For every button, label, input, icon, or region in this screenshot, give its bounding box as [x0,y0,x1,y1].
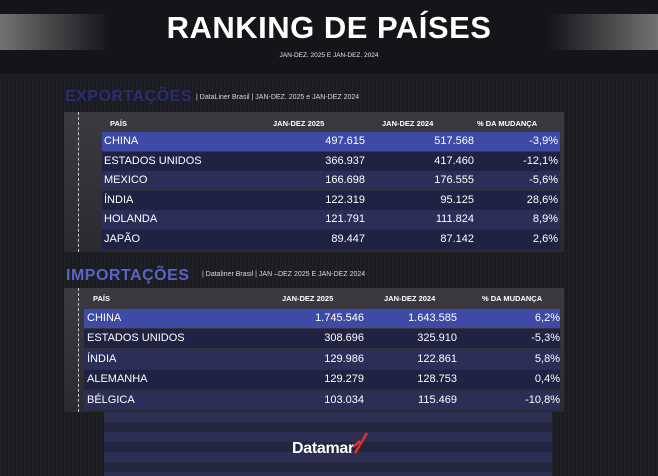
imports-header-2: JAN-DEZ 2024 [384,294,436,303]
header: RANKING DE PAÍSES JAN-DEZ. 2025 E JAN-DE… [0,0,658,74]
exports-cell-change: -3,9% [529,135,558,147]
exports-cell-value-2024: 517.568 [434,135,474,147]
exports-cell-change: -12,1% [523,154,558,167]
exports-header-1: JAN-DEZ 2025 [273,119,325,128]
exports-cell-value-2025: 122.319 [325,193,365,206]
exports-cell-value-2024: 95.125 [440,193,474,206]
imports-title: IMPORTAÇÕES [66,267,190,284]
exports-cell-country: ÍNDIA [104,193,134,206]
imports-cell-value-2025: 129.986 [324,352,364,365]
exports-cell-value-2024: 87.142 [440,232,474,245]
exports-cell-value-2025: 366.937 [325,154,365,167]
exports-meta: | DataLiner Brasil | JAN-DEZ. 2025 e JAN… [196,94,360,101]
exports-row: CHINA 497.615 517.568 -3,9% [102,132,560,151]
exports-header-0: PAÍS [110,119,127,128]
exports-cell-country: JAPÃO [104,232,141,245]
imports-cell-country: ÍNDIA [87,352,117,365]
imports-row: ESTADOS UNIDOS 308.696 325.910 -5,3% [84,329,560,349]
imports-cell-value-2024: 1.643.585 [408,312,457,324]
imports-cell-change: -5,3% [531,332,560,345]
imports-table: PAÍS JAN-DEZ 2025 JAN-DEZ 2024 % DA MUDANÇA… [64,288,564,412]
imports-cell-value-2024: 128.753 [417,373,457,386]
exports-cell-country: CHINA [104,135,139,147]
exports-cell-change: 8,9% [532,213,558,225]
exports-divider [78,112,79,252]
imports-row: BÉLGICA 103.034 115.469 -10,8% [84,390,560,410]
header-fade-left [0,14,110,50]
exports-header-3: % DA MUDANÇA [477,119,538,128]
imports-cell-change: 6,2% [534,312,560,324]
imports-header-1: JAN-DEZ 2025 [282,294,334,303]
imports-row: CHINA 1.745.546 1.643.585 6,2% [84,309,560,328]
exports-cell-value-2025: 121.791 [325,213,365,225]
exports-title: EXPORTAÇÕES [65,88,192,105]
imports-cell-value-2024: 115.469 [418,393,457,406]
imports-cell-country: ALEMANHA [87,373,148,386]
imports-cell-change: -10,8% [525,393,560,406]
exports-header-2: JAN-DEZ 2024 [382,119,434,128]
exports-cell-value-2024: 176.555 [434,174,474,186]
imports-cell-value-2025: 129.279 [324,373,364,386]
exports-row: JAPÃO 89.447 87.142 2,6% [102,229,560,249]
imports-row: ALEMANHA 129.279 128.753 0,4% [84,370,560,390]
imports-divider [78,288,79,412]
imports-meta: | Dataliner Brasil | JAN –DEZ 2025 E JAN… [202,271,366,278]
imports-row: ÍNDIA 129.986 122.861 5,8% [84,349,560,369]
exports-cell-value-2024: 111.824 [435,213,474,225]
imports-header-0: PAÍS [93,294,110,303]
exports-cell-country: HOLANDA [104,213,158,225]
imports-cell-country: ESTADOS UNIDOS [87,332,185,345]
imports-cell-country: CHINA [87,312,122,324]
imports-cell-value-2025: 308.696 [324,332,364,345]
exports-cell-country: ESTADOS UNIDOS [104,154,202,167]
exports-cell-change: -5,6% [529,174,558,186]
exports-cell-country: MEXICO [104,174,148,186]
exports-table: PAÍS JAN-DEZ 2025 JAN-DEZ 2024 % DA MUDANÇA… [64,112,564,252]
exports-cell-change: 2,6% [532,232,558,245]
imports-cell-value-2025: 103.034 [324,393,364,406]
imports-cell-value-2025: 1.745.546 [315,312,364,324]
header-fade-right [548,14,658,50]
exports-cell-value-2025: 166.698 [325,174,365,186]
exports-cell-change: 28,6% [526,193,558,206]
logo-slash-icon [353,432,369,454]
footer-strip [104,412,552,476]
imports-cell-value-2024: 122.861 [417,352,457,365]
exports-row: ESTADOS UNIDOS 366.937 417.460 -12,1% [102,151,560,171]
exports-row: MEXICO 166.698 176.555 -5,6% [102,171,560,190]
page-title: RANKING DE PAÍSES [166,10,492,45]
datamar-logo: Datamar [292,440,354,457]
exports-cell-value-2025: 89.447 [331,232,365,245]
exports-cell-value-2025: 497.615 [325,135,365,147]
page-subtitle: JAN-DEZ. 2025 E JAN-DEZ. 2024 [279,52,379,59]
imports-header-3: % DA MUDANÇA [482,294,543,303]
exports-row: ÍNDIA 122.319 95.125 28,6% [102,190,560,210]
imports-cell-change: 5,8% [534,352,560,365]
imports-cell-change: 0,4% [534,373,560,386]
imports-cell-value-2024: 325.910 [417,332,457,345]
exports-row: HOLANDA 121.791 111.824 8,9% [102,210,560,229]
imports-cell-country: BÉLGICA [87,393,135,406]
exports-cell-value-2024: 417.460 [434,154,474,167]
